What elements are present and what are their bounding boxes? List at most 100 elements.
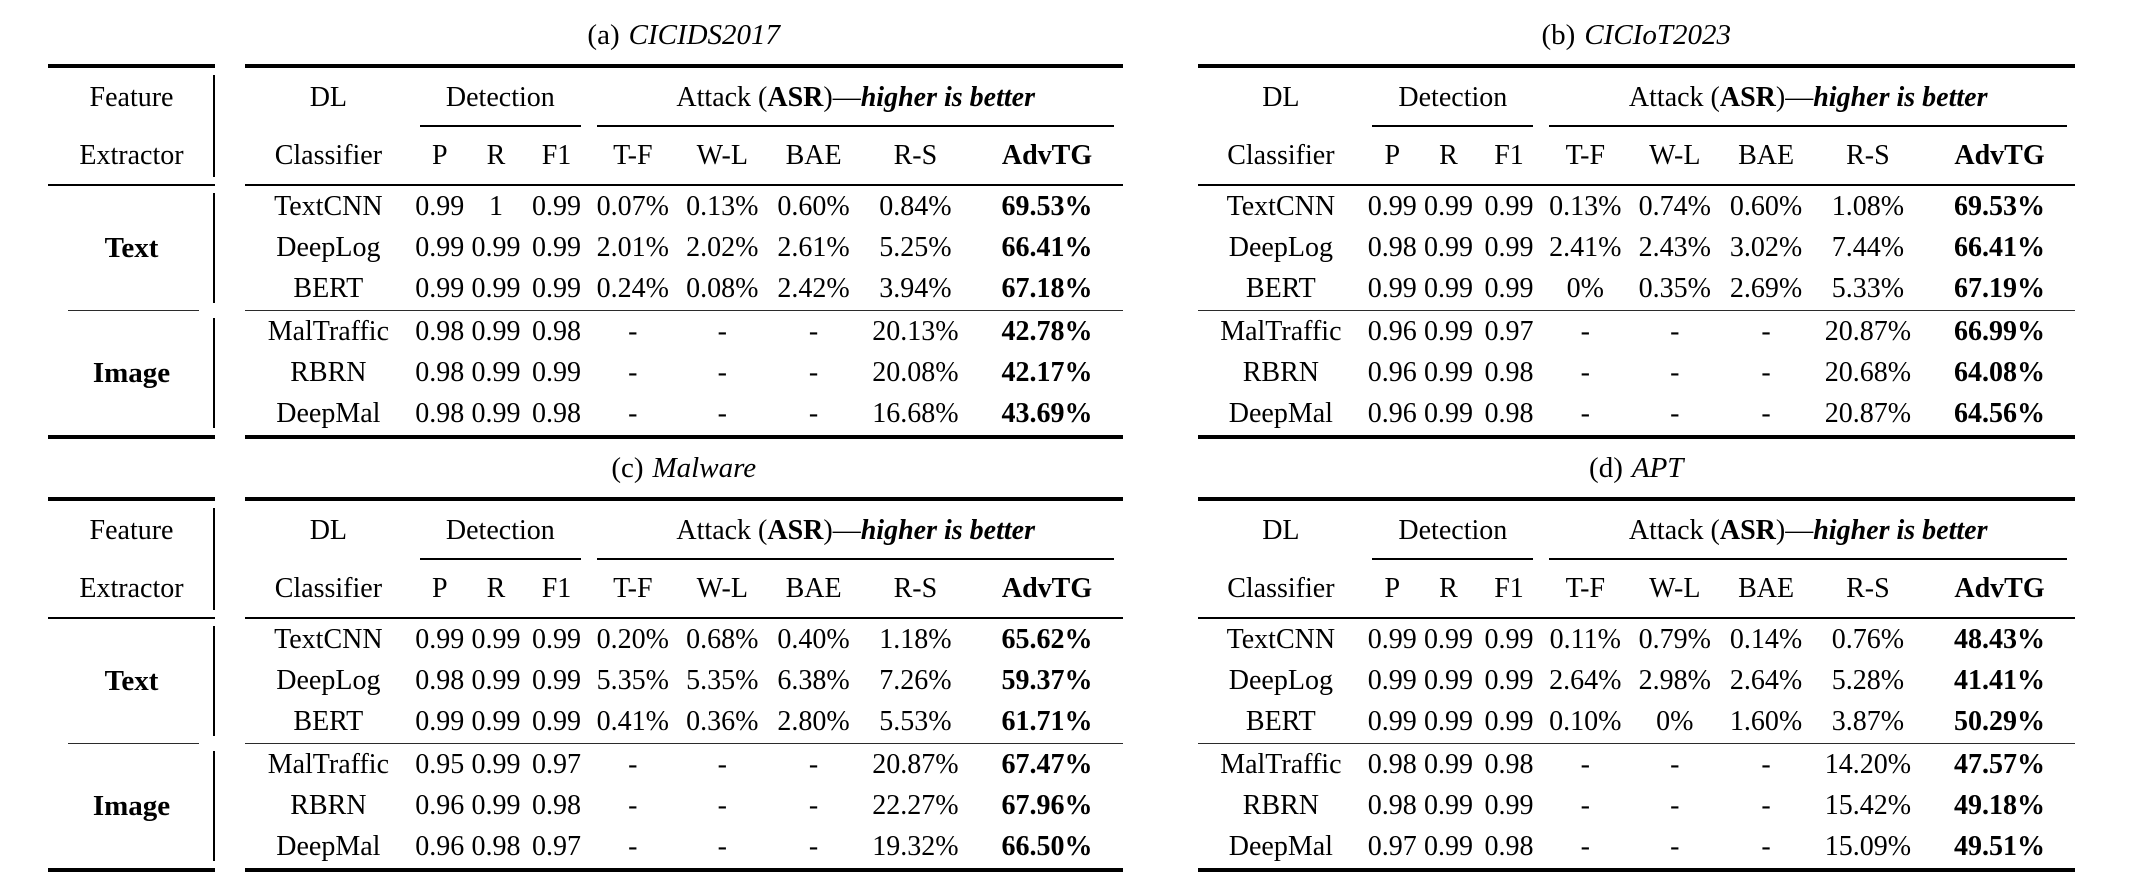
horizontal-rule xyxy=(48,868,215,872)
header-col-r: R xyxy=(1439,573,1458,604)
cell-r-s: 20.87% xyxy=(872,748,959,780)
header-attack-asr: ASR xyxy=(1719,515,1776,546)
cell-classifier: DeepLog xyxy=(1228,664,1333,696)
table-group-text: TextCNN 0.99 0.99 0.99 0.13% 0.74% 0.60% 1.08% 6… xyxy=(1198,186,2076,310)
header-attack-dash: )— xyxy=(823,515,861,546)
cell-w-l: 5.35% xyxy=(686,664,759,696)
cell-t-f: 0.13% xyxy=(1549,190,1622,222)
cell-t-f: 2.64% xyxy=(1549,664,1622,696)
table-header: DL Detection Attack (ASR)— higher is better… xyxy=(1198,501,2076,617)
cell-bae: - xyxy=(808,398,819,430)
caption-dataset-name: CICIoT2023 xyxy=(1584,18,1731,51)
cell-bae: - xyxy=(1761,398,1771,430)
cell-f1: 0.97 xyxy=(1484,315,1534,347)
cell-t-f: - xyxy=(1580,398,1590,430)
header-detection: Detection xyxy=(412,501,589,561)
table-row: BERT 0.99 0.99 0.99 0% 0.35% 2.69% 5.33% 67.19% xyxy=(1198,269,2076,310)
cell-advtg: 42.17% xyxy=(1001,356,1093,388)
cell-t-f: - xyxy=(1580,789,1590,821)
header-col-r-s: R-S xyxy=(893,140,938,171)
cell-advtg: 41.41% xyxy=(1953,664,2045,696)
cell-bae: 2.64% xyxy=(1729,664,1803,696)
cell-r: 0.99 xyxy=(1423,398,1473,430)
horizontal-rule xyxy=(1197,435,2075,439)
header-classifier: Classifier xyxy=(1227,573,1335,604)
cell-t-f: - xyxy=(1580,315,1590,347)
table-row: MalTraffic 0.95 0.99 0.97 - - - 20.87% 67.47% xyxy=(245,744,1123,785)
header-attack-better-wrap: higher is better xyxy=(1813,82,1987,114)
subtable-c: (c) Malware DL Detection Attack (ASR)— higher… xyxy=(245,439,1123,872)
cell-advtg: 42.78% xyxy=(1001,315,1093,347)
horizontal-rule xyxy=(1197,184,2075,186)
cell-f1: 0.99 xyxy=(531,273,581,305)
cell-f1: 0.99 xyxy=(1484,273,1534,305)
cell-f1: 0.98 xyxy=(1484,398,1534,430)
horizontal-rule xyxy=(245,310,1123,311)
cell-r-s: 20.13% xyxy=(872,315,959,347)
horizontal-rule xyxy=(245,64,1123,68)
cell-classifier: DeepMal xyxy=(276,398,381,430)
table-row: MalTraffic 0.96 0.99 0.97 - - - 20.87% 66.99% xyxy=(1198,311,2076,352)
cell-w-l: 2.43% xyxy=(1638,231,1711,263)
panel-row-1: Feature Extractor Text Image (a) CICIDS2017 DL… xyxy=(48,6,2075,439)
header-dl: DL xyxy=(1262,82,1300,113)
cell-r: 0.99 xyxy=(1423,789,1473,821)
header-col-t-f: T-F xyxy=(613,140,653,171)
cell-r-s: 15.42% xyxy=(1824,789,1912,821)
cell-p: 0.95 xyxy=(415,748,465,780)
horizontal-rule xyxy=(245,743,1123,744)
vertical-divider xyxy=(213,75,215,177)
cell-w-l: - xyxy=(1670,748,1680,780)
horizontal-rule xyxy=(48,617,215,619)
caption-label: (d) xyxy=(1589,451,1623,484)
cell-classifier: RBRN xyxy=(1242,789,1319,821)
header-col-w-l: W-L xyxy=(696,573,748,604)
cell-w-l: - xyxy=(1670,315,1680,347)
header-attack-better-wrap: higher is better xyxy=(861,82,1035,114)
cell-classifier: TextCNN xyxy=(1226,623,1336,655)
cell-t-f: - xyxy=(628,789,638,821)
cell-classifier: BERT xyxy=(293,706,364,738)
cell-advtg: 67.47% xyxy=(1001,748,1093,780)
cell-bae: - xyxy=(1761,831,1771,863)
cell-p: 0.99 xyxy=(415,706,465,738)
cell-t-f: 5.35% xyxy=(596,664,669,696)
cell-bae: 2.61% xyxy=(777,231,850,263)
header-col-p: P xyxy=(1384,140,1401,171)
cell-f1: 0.98 xyxy=(1484,356,1534,388)
cell-bae: 2.69% xyxy=(1729,273,1803,305)
cell-r: 0.99 xyxy=(1423,315,1473,347)
horizontal-rule xyxy=(48,497,215,501)
cell-classifier: TextCNN xyxy=(274,190,383,222)
cell-advtg: 64.56% xyxy=(1953,398,2045,430)
cell-f1: 0.99 xyxy=(531,231,581,263)
cell-w-l: - xyxy=(1670,398,1680,430)
cell-t-f: - xyxy=(628,748,638,780)
cell-classifier: DeepMal xyxy=(1228,398,1333,430)
cell-r: 0.99 xyxy=(471,748,521,780)
feature-extractor-block: Feature Extractor Text Image xyxy=(48,439,215,872)
cell-r: 0.99 xyxy=(1423,190,1473,222)
cell-advtg: 48.43% xyxy=(1953,623,2045,655)
header-col-t-f: T-F xyxy=(613,573,653,604)
table-row: TextCNN 0.99 0.99 0.99 0.11% 0.79% 0.14% 0.76% 4… xyxy=(1198,619,2076,660)
header-col-bae: BAE xyxy=(785,573,842,604)
header-attack-prefix: Attack ( xyxy=(1628,515,1720,546)
cell-advtg: 69.53% xyxy=(1953,190,2045,222)
header-col-bae: BAE xyxy=(1738,573,1795,604)
table-row: BERT 0.99 0.99 0.99 0.41% 0.36% 2.80% 5.53% 61.7… xyxy=(245,702,1123,743)
cell-t-f: 0.07% xyxy=(596,190,669,222)
cell-advtg: 64.08% xyxy=(1953,356,2045,388)
cell-advtg: 67.19% xyxy=(1953,273,2045,305)
header-col-r: R xyxy=(1439,140,1458,171)
cell-w-l: 0.79% xyxy=(1638,623,1711,655)
cell-f1: 0.98 xyxy=(531,789,581,821)
cell-w-l: - xyxy=(1670,789,1680,821)
cell-r: 0.99 xyxy=(471,273,521,305)
header-col-bae: BAE xyxy=(1738,140,1795,171)
cell-t-f: 0% xyxy=(1566,273,1604,305)
cell-r: 0.99 xyxy=(1423,231,1473,263)
cell-t-f: - xyxy=(1580,748,1590,780)
cell-w-l: 0.68% xyxy=(686,623,759,655)
cell-r: 0.99 xyxy=(1423,748,1473,780)
